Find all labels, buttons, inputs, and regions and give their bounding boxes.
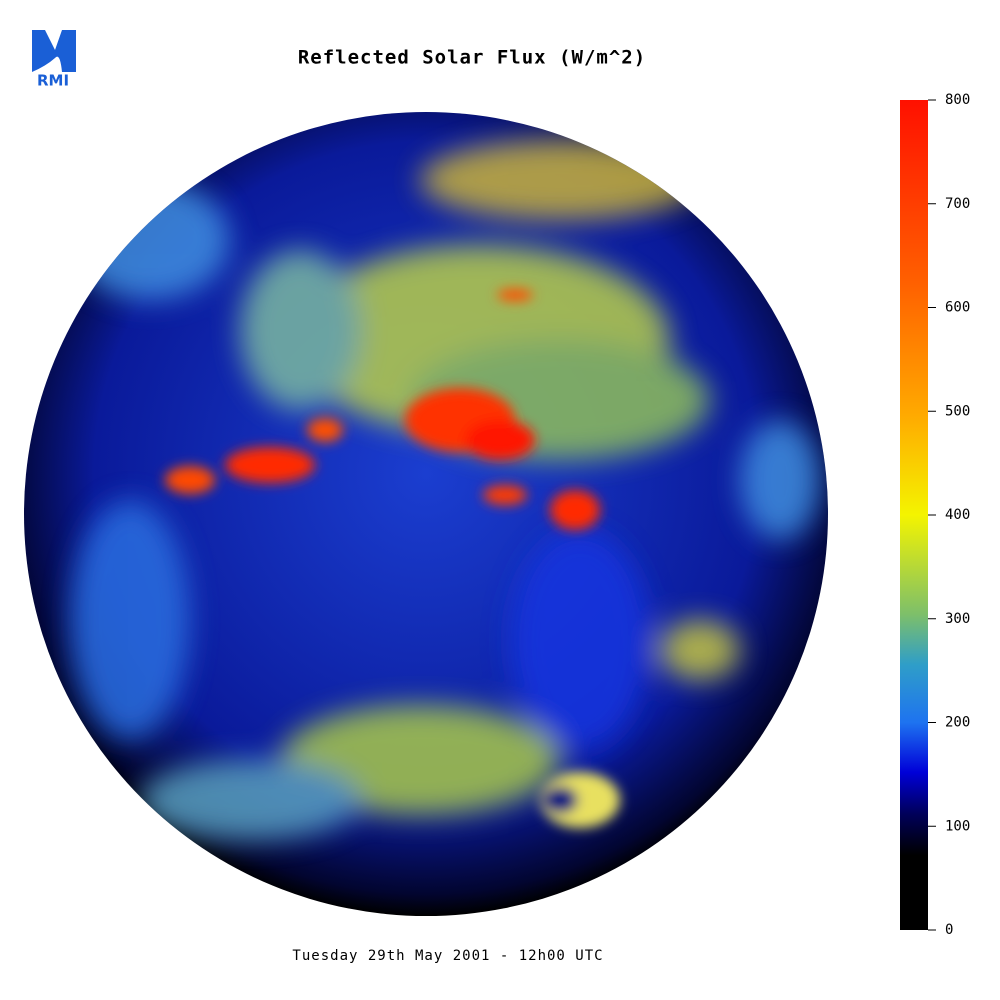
logo-icon	[32, 30, 76, 72]
colorbar-tick-label: 300	[945, 611, 970, 627]
footer-date: Tuesday 29th May 2001 - 12h00 UTC	[292, 948, 603, 964]
colorbar-tick-label: 100	[945, 818, 970, 834]
colorbar-tick-label: 200	[945, 715, 970, 731]
title: Reflected Solar Flux (W/m^2)	[298, 47, 646, 69]
colorbar-tick-label: 500	[945, 403, 970, 419]
logo-text: RMI	[37, 72, 69, 90]
cloud-field	[70, 140, 820, 840]
logo: RMI	[32, 30, 76, 90]
colorbar-tick-label: 700	[945, 196, 970, 212]
earth-image	[24, 112, 828, 916]
colorbar-tick-label: 0	[945, 922, 953, 938]
colorbar-gradient	[900, 100, 928, 930]
colorbar-tick-label: 400	[945, 507, 970, 523]
colorbar: 0 100 200 300 400 500 600 700 800	[900, 92, 970, 938]
colorbar-tick-label: 600	[945, 300, 970, 316]
colorbar-tick-label: 800	[945, 92, 970, 108]
